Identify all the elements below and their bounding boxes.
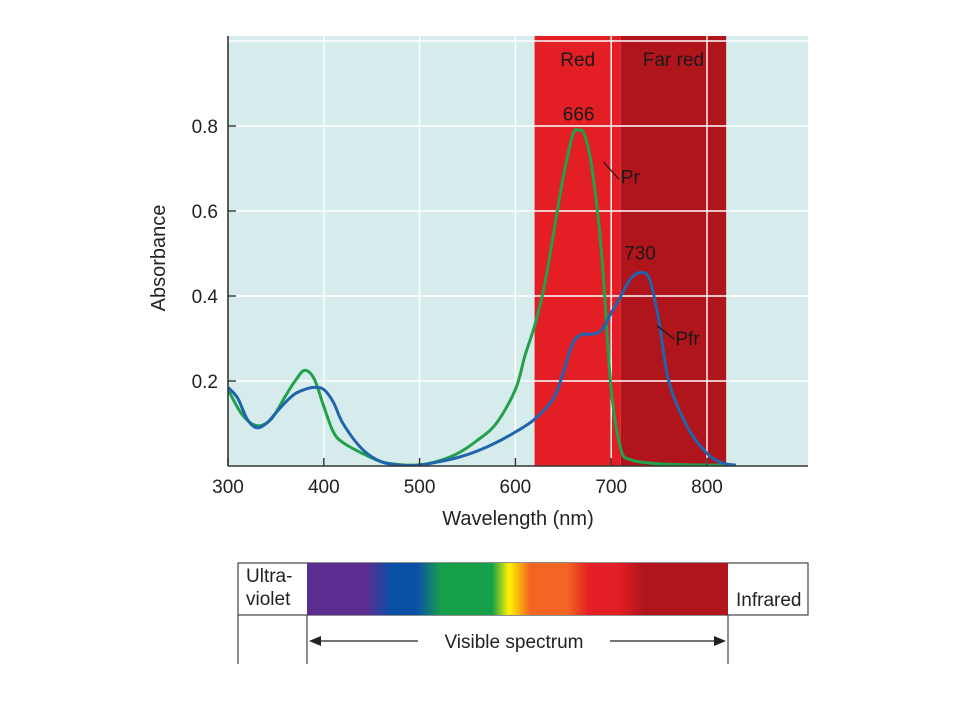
y-tick-labels: 0.2 0.4 0.6 0.8 bbox=[192, 117, 219, 393]
infrared-label: Infrared bbox=[736, 590, 801, 611]
ultraviolet-label-line2: violet bbox=[246, 589, 291, 610]
y-tick-label: 0.2 bbox=[192, 372, 218, 393]
x-tick-label: 500 bbox=[404, 477, 436, 498]
pr-leader-line bbox=[603, 161, 620, 180]
visible-arrow-left-head bbox=[309, 636, 321, 646]
y-tick-label: 0.4 bbox=[192, 287, 219, 308]
series-label-pr: Pr bbox=[621, 167, 641, 188]
visible-spectrum-caption: Visible spectrum bbox=[444, 632, 583, 653]
x-tick-labels: 300 400 500 600 700 800 bbox=[212, 477, 723, 498]
series-line-pfr bbox=[228, 270, 736, 466]
axes bbox=[227, 36, 808, 467]
band-labels: Red Far red bbox=[560, 50, 704, 71]
y-axis-title: Absorbance bbox=[148, 205, 170, 312]
visible-arrow-right-head bbox=[714, 636, 726, 646]
x-tick-label: 700 bbox=[595, 477, 627, 498]
x-axis-title: Wavelength (nm) bbox=[442, 508, 594, 530]
peak-label-730: 730 bbox=[624, 244, 656, 265]
series-label-pfr: Pfr bbox=[675, 329, 700, 350]
x-tick-label: 600 bbox=[500, 477, 532, 498]
y-tick-label: 0.6 bbox=[192, 202, 218, 223]
band-label-far-red: Far red bbox=[643, 50, 704, 71]
ultraviolet-label-line1: Ultra- bbox=[246, 566, 292, 587]
x-tick-label: 300 bbox=[212, 477, 244, 498]
y-tick-label: 0.8 bbox=[192, 117, 218, 138]
series-line-pr bbox=[228, 127, 736, 466]
wavelength-bands bbox=[534, 36, 727, 466]
absorbance-curves bbox=[228, 127, 736, 466]
visible-spectrum-gradient bbox=[307, 563, 728, 615]
pfr-leader-line bbox=[656, 325, 675, 340]
peak-label-666: 666 bbox=[563, 104, 595, 125]
peak-annotations: 666 730 Pr Pfr bbox=[563, 104, 701, 350]
band-label-red: Red bbox=[560, 50, 595, 71]
x-tick-label: 400 bbox=[308, 477, 340, 498]
band-red bbox=[534, 36, 621, 466]
x-tick-label: 800 bbox=[691, 477, 723, 498]
spectrum-bar: Ultra- violet Infrared Visible spectrum bbox=[237, 562, 809, 664]
